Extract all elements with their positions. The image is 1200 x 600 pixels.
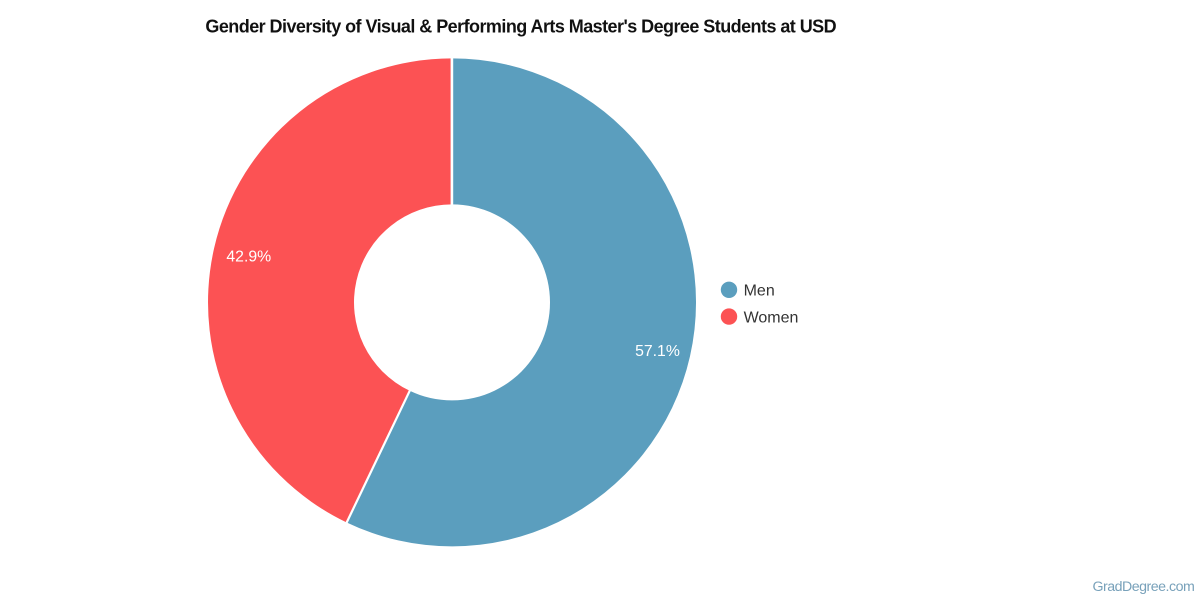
svg-text:Gender Diversity of Visual & P: Gender Diversity of Visual & Performing … — [205, 17, 836, 37]
svg-text:42.9%: 42.9% — [226, 249, 271, 266]
svg-text:Men: Men — [744, 283, 775, 300]
svg-text:57.1%: 57.1% — [635, 343, 680, 360]
svg-text:GradDegree.com: GradDegree.com — [1092, 579, 1194, 595]
svg-text:Women: Women — [744, 309, 799, 326]
